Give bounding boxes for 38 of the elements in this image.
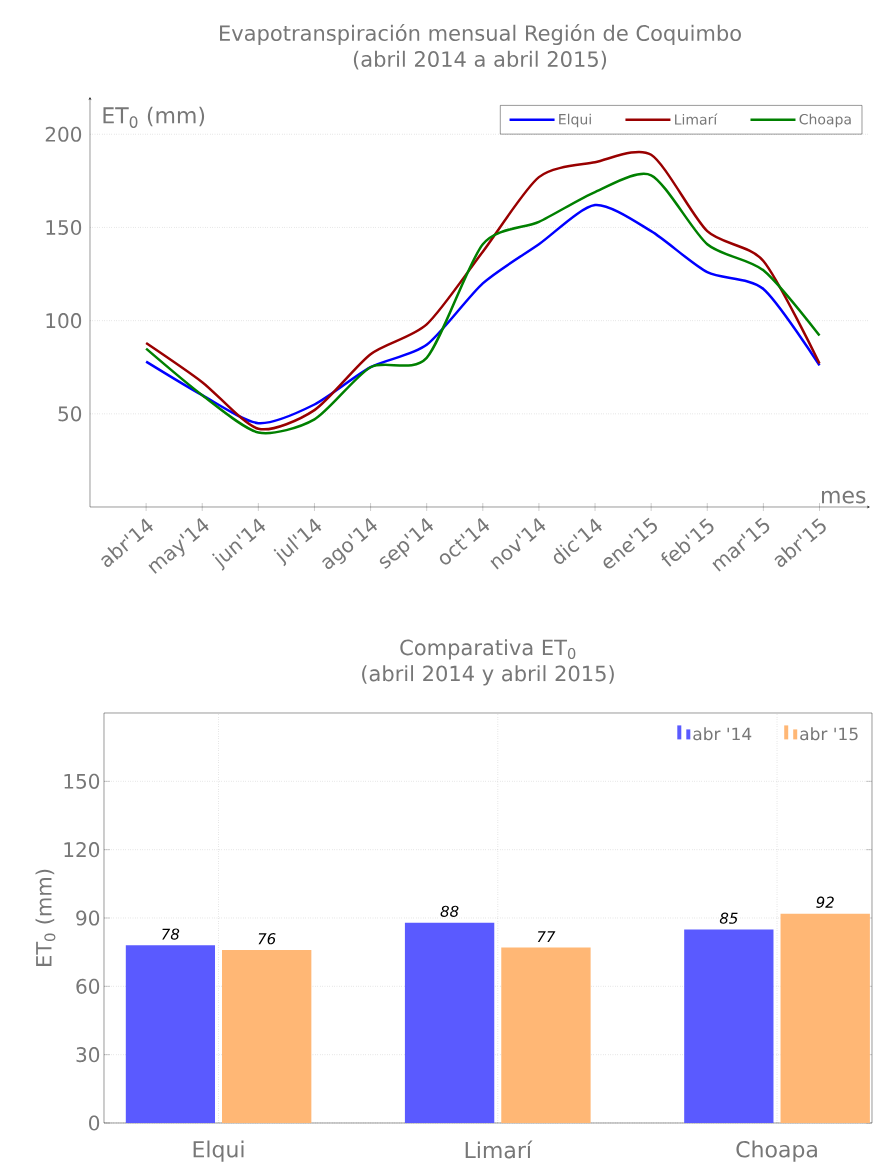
y-axis-title: ET$_{0}$ (mm)	[103, 106, 205, 128]
legend-label: abr '15	[800, 727, 858, 741]
bar	[780, 913, 870, 1123]
y-tick-label: 60	[76, 978, 100, 994]
y-tick-label: 120	[64, 842, 100, 858]
x-tick-label: Elqui	[193, 1140, 244, 1162]
x-axis-title: mes	[822, 490, 866, 504]
bar	[404, 922, 495, 1123]
x-tick-label: Choapa	[736, 1140, 817, 1162]
legend-label: Choapa	[799, 113, 851, 128]
y-axis-title: ET$_{0}$ (mm)	[35, 869, 56, 966]
y-tick-label: 30	[76, 1047, 100, 1063]
data-label: 88	[440, 905, 459, 918]
y-tick-label: 150	[46, 219, 82, 236]
y-tick-label: 0	[89, 1115, 100, 1131]
legend-label: abr '14	[693, 727, 752, 741]
bar	[684, 929, 774, 1123]
legend-label: Limarí	[675, 113, 718, 125]
y-tick-label: 200	[45, 126, 82, 142]
line-series	[144, 203, 821, 425]
bar	[125, 945, 216, 1123]
y-tick-label: 100	[46, 313, 82, 329]
chart-title: Evapotranspiración mensual Región de Coquimbo	[220, 23, 741, 46]
y-tick-label: 150	[64, 773, 100, 789]
y-tick-label: 50	[58, 406, 82, 422]
data-label: 92	[816, 896, 834, 908]
chart-subtitle: (abril 2014 y abril 2015)	[362, 665, 614, 686]
y-tick-label: 90	[76, 910, 100, 926]
data-label: 78	[162, 928, 180, 940]
data-label: 77	[537, 931, 556, 943]
x-tick-label: Limarí	[465, 1140, 533, 1159]
bar	[221, 949, 312, 1123]
chart-title: Comparativa ET$_{0}$	[400, 639, 576, 660]
data-label: 76	[258, 933, 276, 945]
bar	[501, 947, 591, 1123]
data-label: 85	[719, 912, 738, 924]
legend-label: Elqui	[559, 113, 591, 128]
chart-subtitle: (abril 2014 a abril 2015)	[353, 50, 607, 70]
